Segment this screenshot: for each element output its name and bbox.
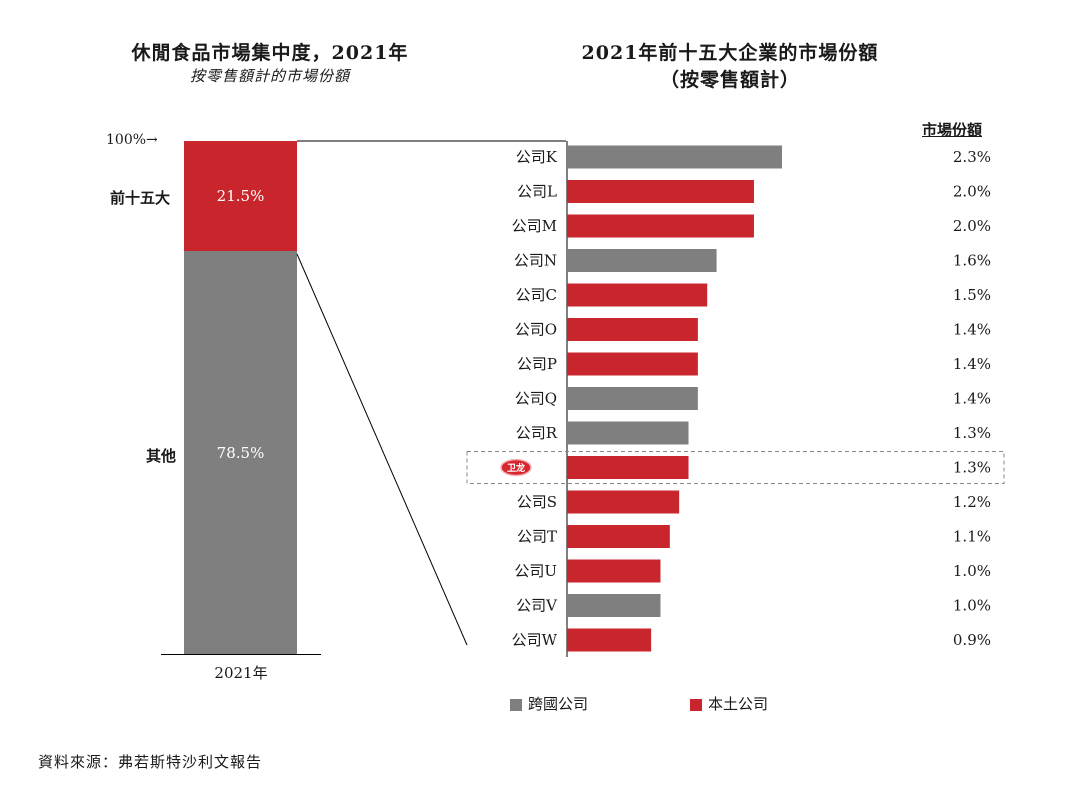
legend-label-domestic: 本土公司 xyxy=(708,695,769,713)
value-label-10: 1.3% xyxy=(953,459,991,477)
bar-4 xyxy=(567,249,717,272)
category-label-5: 公司C xyxy=(516,286,557,304)
bar-11 xyxy=(567,490,680,514)
value-label-3: 2.0% xyxy=(953,217,991,235)
bar-segment-others xyxy=(184,251,297,654)
value-label-12: 1.1% xyxy=(953,528,991,546)
right-chart-subtitle: （按零售額計） xyxy=(659,69,800,91)
legend-multinational: 跨國公司 xyxy=(510,693,588,714)
value-label-14: 1.0% xyxy=(953,597,991,615)
bar-12 xyxy=(567,525,670,548)
value-label-4: 1.6% xyxy=(953,252,991,270)
category-label-8: 公司Q xyxy=(515,390,557,408)
weilong-logo: 卫龙 xyxy=(500,458,532,477)
category-label-12: 公司T xyxy=(517,528,557,546)
category-label-11: 公司S xyxy=(517,493,557,511)
legend-swatch-multinational xyxy=(510,699,522,711)
svg-text:卫龙: 卫龙 xyxy=(507,462,525,474)
legend-domestic: 本土公司 xyxy=(690,693,768,714)
highlight-box xyxy=(466,451,1005,484)
category-label-4: 公司N xyxy=(514,252,557,270)
bar-15 xyxy=(567,628,652,652)
bar-label-top15: 21.5% xyxy=(216,187,265,206)
share-header: 市場份額 xyxy=(922,121,983,139)
value-label-11: 1.2% xyxy=(953,493,991,511)
value-label-1: 2.3% xyxy=(953,148,991,166)
left-chart-baseline xyxy=(161,654,321,655)
left-chart-subtitle: 按零售額計的市場份額 xyxy=(189,67,350,85)
segment-label-top15: 前十五大 xyxy=(110,189,171,207)
category-label-14: 公司V xyxy=(516,597,558,615)
category-label-9: 公司R xyxy=(516,424,558,442)
value-label-2: 2.0% xyxy=(953,183,991,201)
bar-7 xyxy=(567,352,698,376)
value-label-9: 1.3% xyxy=(953,424,991,442)
category-label-13: 公司U xyxy=(514,562,557,580)
bar-3 xyxy=(567,214,754,238)
bar-label-others: 78.5% xyxy=(216,443,265,462)
bar-10 xyxy=(567,456,689,479)
category-label-6: 公司O xyxy=(515,321,557,339)
value-label-15: 0.9% xyxy=(953,631,991,649)
source-note: 資料來源：弗若斯特沙利文報告 xyxy=(38,753,263,771)
right-chart-title: 2021年前十五大企業的市場份額 xyxy=(581,42,879,64)
category-label-15: 公司W xyxy=(512,631,558,649)
legend-label-multinational: 跨國公司 xyxy=(528,695,589,713)
stacked-bar-2021: 21.5% 78.5% xyxy=(184,141,297,654)
value-label-6: 1.4% xyxy=(953,321,991,339)
category-label-7: 公司P xyxy=(517,355,557,373)
bar-segment-top15 xyxy=(184,141,297,252)
hundred-percent-marker: 100%→ xyxy=(106,132,158,148)
category-label-2: 公司L xyxy=(517,183,557,201)
bar-8 xyxy=(567,387,698,410)
bar-5 xyxy=(567,283,708,307)
segment-label-others: 其他 xyxy=(146,447,177,465)
bar-2 xyxy=(567,180,754,203)
left-chart-x-label: 2021年 xyxy=(214,664,268,682)
legend-swatch-domestic xyxy=(690,699,702,711)
bar-1 xyxy=(567,145,782,169)
bar-9 xyxy=(567,421,689,445)
value-label-13: 1.0% xyxy=(953,562,991,580)
category-label-3: 公司M xyxy=(512,217,557,235)
bar-6 xyxy=(567,318,698,341)
value-label-7: 1.4% xyxy=(953,355,991,373)
bar-13 xyxy=(567,559,661,583)
bar-14 xyxy=(567,594,661,617)
value-label-5: 1.5% xyxy=(953,286,991,304)
left-chart-title: 休閒食品市場集中度，2021年 xyxy=(131,42,409,64)
value-label-8: 1.4% xyxy=(953,390,991,408)
category-label-1: 公司K xyxy=(516,148,558,166)
connector-line-bottom xyxy=(296,253,468,646)
